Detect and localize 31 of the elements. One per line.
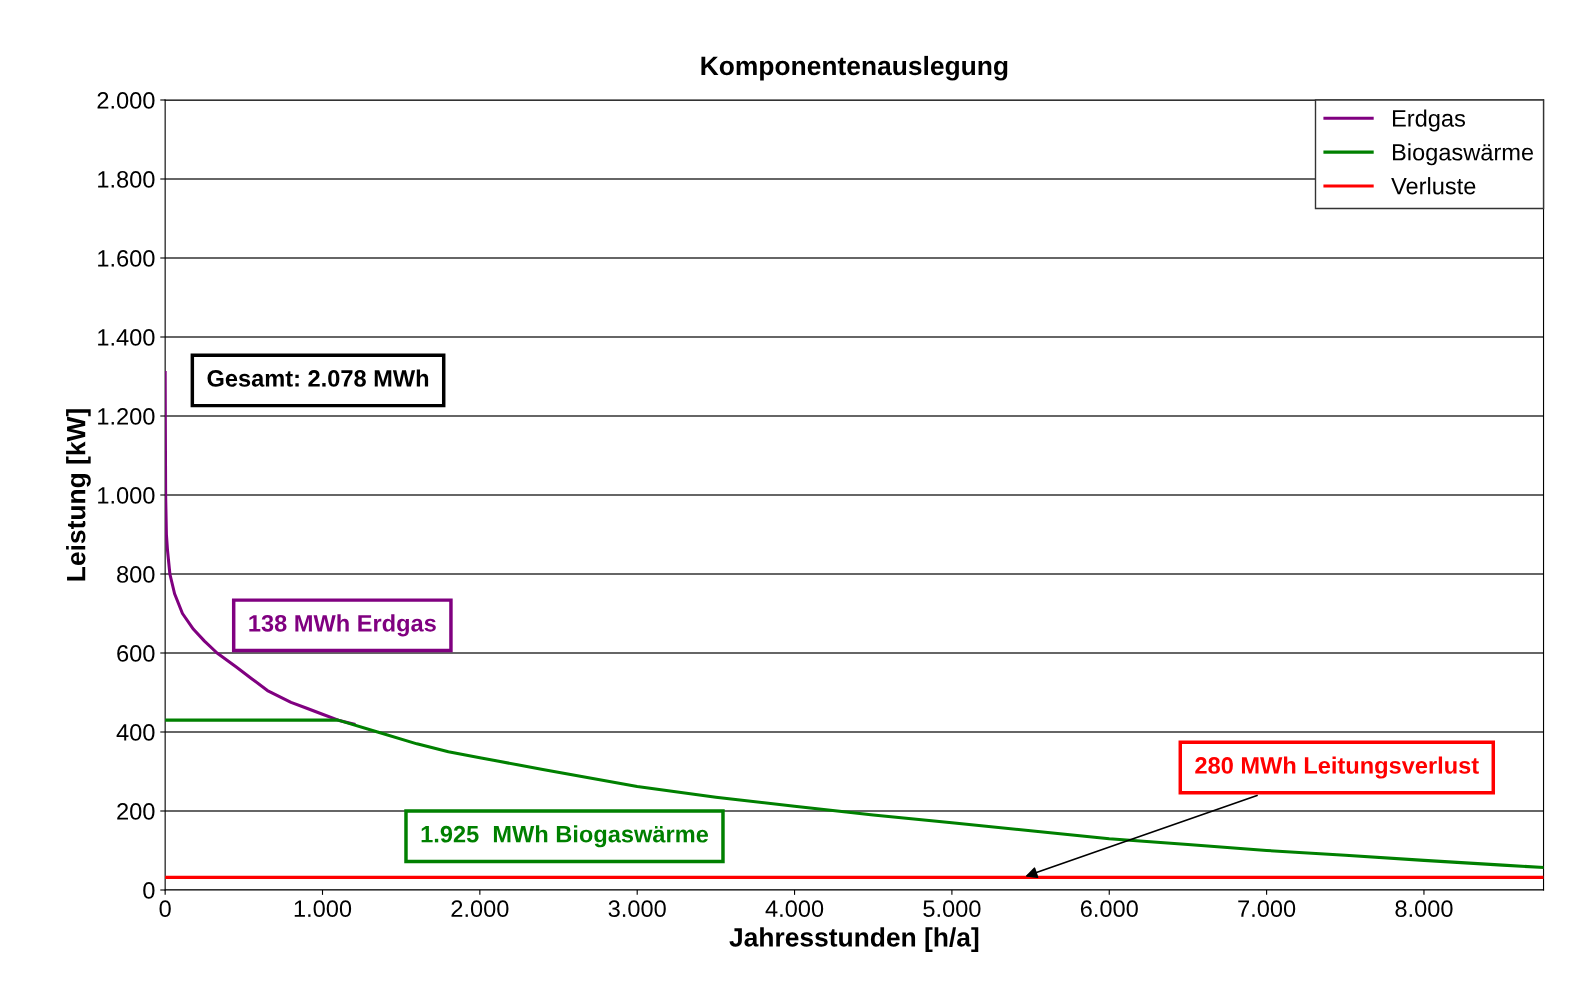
annotation: 280 MWh Leitungsverlust <box>1195 756 1479 779</box>
x-tick-label: 7.000 <box>1238 900 1296 918</box>
y-tick-label: 1.800 <box>98 171 155 188</box>
x-tick-label: 3.000 <box>608 900 666 918</box>
x-tick-label: 0 <box>159 900 171 918</box>
x-tick-label: 1.000 <box>294 900 352 918</box>
x-tick-label: 6.000 <box>1080 900 1138 918</box>
legend-label: Biogaswärme <box>1393 143 1534 166</box>
annotation: Gesamt: 2.078 MWh <box>207 369 429 387</box>
legend-label: Erdgas <box>1393 109 1466 132</box>
x-tick-label: 8.000 <box>1395 900 1453 918</box>
y-tick-label: 1.400 <box>98 329 155 346</box>
y-tick-label: 2.000 <box>97 92 155 109</box>
annotation: 138 MWh Erdgas <box>249 614 436 637</box>
x-tick-label: 4.000 <box>765 900 824 918</box>
line-series <box>165 718 1544 870</box>
y-tick-label: 800 <box>117 566 155 583</box>
y-tick-label: 1.600 <box>98 250 155 267</box>
legend-label: Verluste <box>1391 177 1476 195</box>
y-tick-label: 600 <box>117 645 155 662</box>
y-tick-label: 0 <box>143 882 155 899</box>
y-tick-label: 1.000 <box>98 487 155 504</box>
y-tick-label: 1.200 <box>98 408 155 425</box>
annotation: 1.925 MWh Biogaswärme <box>421 825 709 848</box>
y-axis-title: Leistung [kW] <box>66 409 91 581</box>
x-tick-label: 2.000 <box>451 900 509 918</box>
y-tick-label: 200 <box>117 803 155 820</box>
y-tick-label: 400 <box>116 724 155 741</box>
x-tick-label: 5.000 <box>923 900 981 918</box>
chart-title: Komponentenauslegung <box>701 55 1008 81</box>
x-axis-title: Jahresstunden [h/a] <box>729 927 979 952</box>
